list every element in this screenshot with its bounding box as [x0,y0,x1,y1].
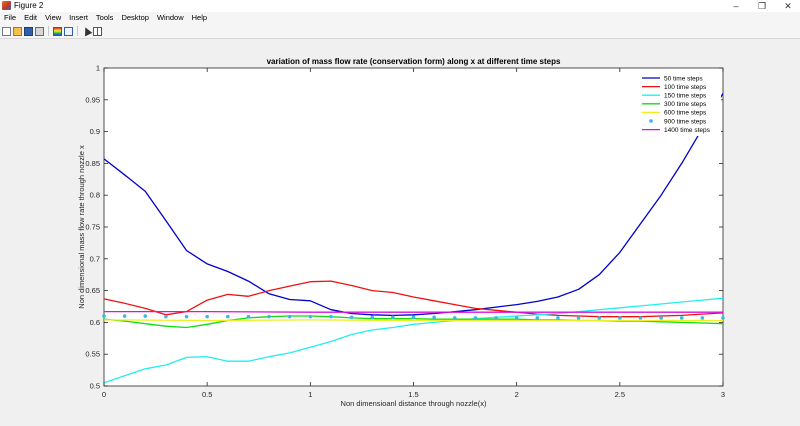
series-6 [104,310,723,313]
series-4 [103,319,723,322]
data-point [432,315,436,320]
x-axis-label: Non dimensioanl distance through nozzle(… [341,399,487,408]
y-tick-label: 1 [96,64,100,73]
y-tick-label: 0.9 [90,127,100,136]
data-point [226,314,230,319]
toolbar-separator [48,26,49,36]
new-figure-icon[interactable] [2,26,11,36]
series-line [104,310,723,313]
series-line [103,93,724,317]
series-2 [103,297,724,384]
data-point [721,316,725,320]
legend-entry: 900 time steps [664,118,707,125]
toolbar-separator [77,26,78,36]
x-tick-label: 1 [308,390,312,399]
legend-entry: 600 time steps [664,110,707,117]
series-5 [102,314,725,320]
menu-desktop[interactable]: Desktop [121,13,149,22]
data-point [370,315,375,320]
data-point [349,315,354,320]
y-tick-label: 0.85 [85,159,100,168]
y-tick-label: 0.8 [90,191,100,200]
print-icon[interactable] [35,26,44,36]
data-point [329,314,333,319]
menu-file[interactable]: File [4,13,17,22]
y-tick-label: 0.6 [90,318,100,327]
x-tick-label: 2.5 [615,390,625,399]
menu-window[interactable]: Window [156,13,184,22]
legend-entry: 50 time steps [664,75,703,82]
plot-area[interactable] [103,67,724,387]
chart-title: variation of mass flow rate (conservatio… [267,57,561,66]
x-tick-label: 3 [721,390,725,399]
data-point [184,314,189,319]
data-point [700,316,705,320]
series-line [103,319,723,322]
figure-toolbar [0,24,800,39]
data-point [267,314,271,319]
legend-icon[interactable] [64,26,73,36]
colorbar-icon[interactable] [53,26,62,36]
data-point [494,316,498,320]
data-point [287,314,292,319]
close-button[interactable]: ✕ [784,1,792,11]
data-point [411,315,416,320]
legend-entry: 300 time steps [664,101,707,108]
data-point [246,314,251,319]
y-axis-label: Non dimensional mass flow rate through n… [77,145,86,309]
data-point [514,316,519,320]
y-tick-label: 0.55 [85,350,100,359]
y-tick-label: 0.5 [90,382,100,391]
data-point [308,314,313,319]
data-point [659,316,663,320]
data-point [473,316,478,320]
data-point [452,316,457,320]
open-file-icon[interactable] [13,26,22,36]
data-point [679,316,684,320]
x-tick-label: 0.5 [202,390,212,399]
x-tick-label: 0 [102,390,106,399]
data-point [205,314,209,319]
plot-tools-icon[interactable] [93,26,102,36]
matlab-icon [2,1,11,10]
window-title: Figure 2 [14,1,44,10]
data-point [597,316,601,320]
window-titlebar[interactable]: Figure 2 – ❐ ✕ [0,0,800,12]
data-point [638,316,643,320]
menu-bar: File Edit View Insert Tools Desktop Wind… [0,12,800,24]
menu-help[interactable]: Help [191,13,208,22]
menu-insert[interactable]: Insert [69,13,88,22]
y-tick-label: 0.65 [85,286,100,295]
minimize-button[interactable]: – [733,1,739,11]
maximize-button[interactable]: ❐ [757,1,767,11]
menu-view[interactable]: View [45,13,62,22]
data-point [618,316,622,320]
save-icon[interactable] [24,26,33,36]
menu-edit[interactable]: Edit [24,13,38,22]
data-point [535,316,540,320]
data-point [556,316,560,320]
y-tick-label: 0.95 [85,95,100,104]
legend[interactable]: 50 time steps 100 time steps 150 time step… [639,72,721,136]
data-point [576,316,581,320]
series-layer [102,93,725,384]
data-point [122,314,127,318]
y-tick-label: 0.75 [85,223,100,232]
data-point [143,314,148,318]
data-point [164,314,168,319]
y-tick-label: 0.7 [90,254,100,263]
legend-marker [649,119,653,123]
menu-tools[interactable]: Tools [95,13,114,22]
series-0 [103,93,724,317]
x-tick-label: 1.5 [408,390,418,399]
data-point [102,314,106,318]
x-tick-label: 2 [515,390,519,399]
legend-entry: 150 time steps [664,93,707,100]
x-axis-ticks: 0 0.5 1 1.5 2 2.5 3 [102,68,725,399]
data-point [391,315,395,320]
series-line [103,297,724,384]
legend-entry: 1400 time steps [664,127,711,134]
legend-entry: 100 time steps [664,84,707,91]
